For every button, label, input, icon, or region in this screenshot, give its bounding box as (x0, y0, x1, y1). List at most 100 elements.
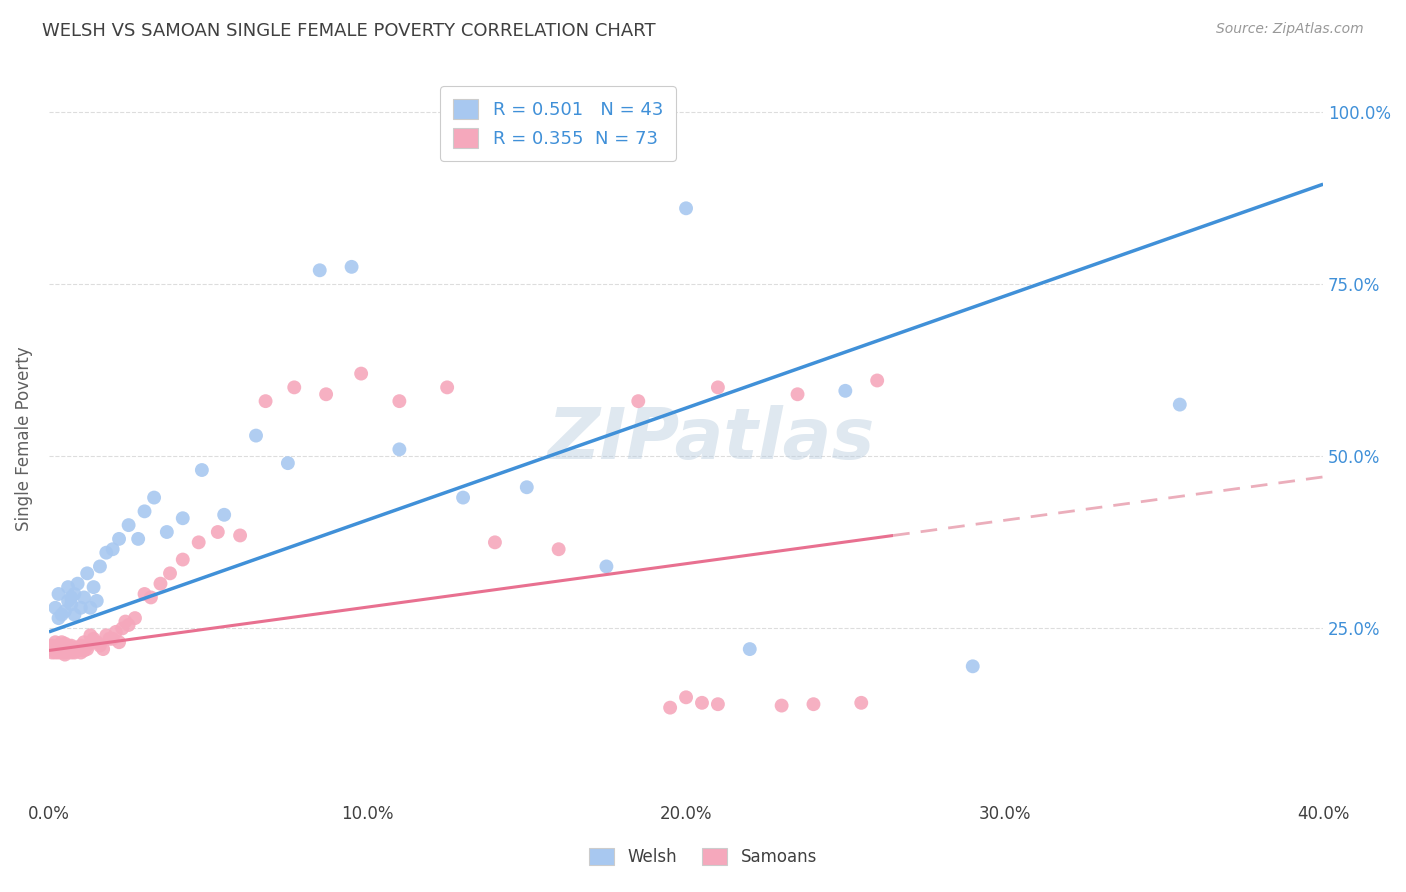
Point (51, 640, 73, 655)
Point (86, 635, 108, 649)
Point (101, 542, 124, 557)
Point (91, 642, 114, 657)
Point (101, 632, 124, 646)
Point (79, 600, 101, 615)
Point (76, 566, 98, 581)
Point (79, 628, 101, 642)
Point (254, 394, 277, 409)
Y-axis label: Single Female Poverty: Single Female Poverty (15, 347, 32, 532)
Point (451, 491, 474, 505)
Point (66, 643, 89, 657)
Point (44, 635, 66, 649)
Point (56, 580, 79, 594)
Point (516, 480, 538, 494)
Point (866, 374, 889, 388)
Point (707, 697, 730, 711)
Point (44, 600, 66, 615)
Point (66, 576, 89, 591)
Legend: Welsh, Samoans: Welsh, Samoans (582, 841, 824, 873)
Point (595, 559, 617, 574)
Point (69, 646, 91, 660)
Point (834, 384, 856, 398)
Point (786, 387, 808, 401)
Point (73, 635, 96, 649)
Point (53, 642, 76, 657)
Point (41, 646, 63, 660)
Point (149, 576, 172, 591)
Point (851, 696, 873, 710)
Point (53, 637, 76, 651)
Point (48, 642, 70, 657)
Point (350, 367, 373, 381)
Point (53, 604, 76, 618)
Point (245, 428, 267, 442)
Point (66, 642, 89, 657)
Point (96, 628, 118, 642)
Point (60, 591, 83, 605)
Point (172, 552, 194, 566)
Point (388, 442, 411, 457)
Legend: R = 0.501   N = 43, R = 0.355  N = 73: R = 0.501 N = 43, R = 0.355 N = 73 (440, 87, 676, 161)
Point (69, 600, 91, 615)
Point (117, 518, 139, 533)
Point (48, 611, 70, 625)
Point (41, 639, 63, 653)
Point (60, 646, 83, 660)
Point (340, 260, 363, 274)
Point (627, 394, 650, 409)
Point (48, 646, 70, 660)
Point (659, 700, 682, 714)
Point (117, 618, 139, 632)
Point (134, 587, 156, 601)
Point (48, 587, 70, 601)
Point (63, 646, 86, 660)
Point (63, 587, 86, 601)
Point (159, 566, 181, 581)
Point (56, 594, 79, 608)
Point (738, 642, 761, 657)
Point (69, 639, 91, 653)
Point (1168, 398, 1191, 412)
Point (283, 380, 305, 394)
Point (76, 642, 98, 657)
Point (104, 624, 127, 639)
Point (770, 698, 793, 713)
Point (229, 528, 252, 542)
Point (134, 504, 156, 518)
Point (89, 639, 111, 653)
Point (187, 535, 209, 549)
Point (143, 491, 166, 505)
Point (277, 456, 299, 470)
Point (96, 546, 118, 560)
Point (63, 607, 86, 622)
Point (63, 640, 86, 655)
Point (76, 639, 98, 653)
Text: ZIPatlas: ZIPatlas (548, 405, 875, 474)
Point (73, 643, 96, 657)
Point (315, 387, 337, 401)
Point (484, 535, 506, 549)
Point (51, 646, 73, 660)
Point (111, 622, 134, 636)
Point (114, 615, 136, 629)
Point (51, 635, 73, 649)
Point (56, 639, 79, 653)
Point (690, 696, 713, 710)
Point (388, 394, 411, 409)
Point (675, 202, 697, 216)
Point (675, 690, 697, 705)
Point (156, 524, 179, 539)
Text: WELSH VS SAMOAN SINGLE FEMALE POVERTY CORRELATION CHART: WELSH VS SAMOAN SINGLE FEMALE POVERTY CO… (42, 22, 655, 40)
Point (172, 511, 194, 525)
Point (51, 643, 73, 657)
Point (207, 524, 229, 539)
Point (803, 697, 825, 711)
Point (48, 639, 70, 653)
Point (86, 594, 108, 608)
Point (707, 380, 730, 394)
Point (436, 380, 458, 394)
Point (108, 635, 131, 649)
Point (124, 611, 146, 625)
Point (53, 648, 76, 662)
Point (962, 659, 984, 673)
